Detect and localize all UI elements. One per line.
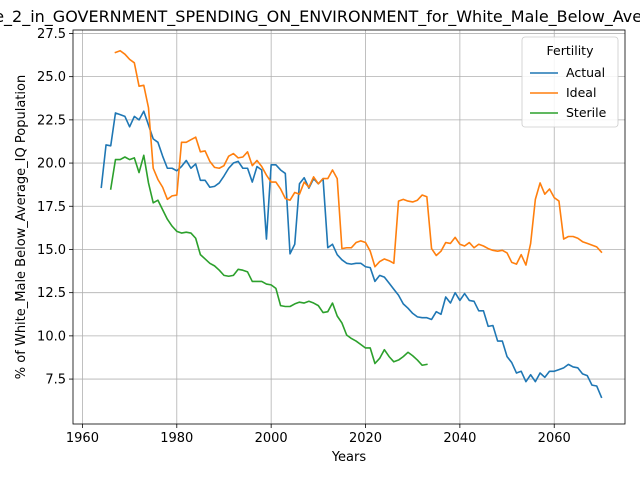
x-tick-label: 1960 [66,431,99,446]
y-tick-label: 22.5 [37,113,66,128]
x-tick-label: 2060 [538,431,571,446]
x-tick-label: 2020 [349,431,382,446]
y-tick-label: 17.5 [37,200,66,215]
y-tick-label: 20.0 [37,157,66,172]
x-axis-title: Years [331,450,367,465]
legend-box [521,36,619,128]
legend-title: Fertility [547,43,595,58]
y-tick-label: 27.5 [37,27,66,42]
series-line-ideal [114,49,603,268]
chart-title: e_2_in_GOVERNMENT_SPENDING_ON_ENVIRONMEN… [0,7,640,27]
series-line-actual [100,110,603,399]
y-axis-title: % of White_Male Below_Average_IQ Populat… [14,75,29,379]
y-tick-label: 10.0 [37,329,66,344]
legend-label-ideal: Ideal [566,85,596,100]
y-tick-label: 15.0 [37,243,66,258]
legend-label-actual: Actual [566,65,605,80]
series-lines [100,49,603,399]
series-line-sterile [109,154,428,367]
y-tick-label: 25.0 [37,70,66,85]
axis-ticks: 1960 1980 2000 2020 2040 2060 7.5 10.0 12.5 15.0 1… [37,27,571,446]
x-tick-label: 1980 [160,431,193,446]
x-tick-label: 2000 [255,431,288,446]
plot-frame [72,29,626,425]
legend: Fertility Actual Ideal Sterile [521,36,619,128]
legend-label-sterile: Sterile [566,105,607,120]
y-tick-label: 7.5 [45,373,66,388]
y-tick-label: 12.5 [37,286,66,301]
x-tick-label: 2040 [443,431,476,446]
